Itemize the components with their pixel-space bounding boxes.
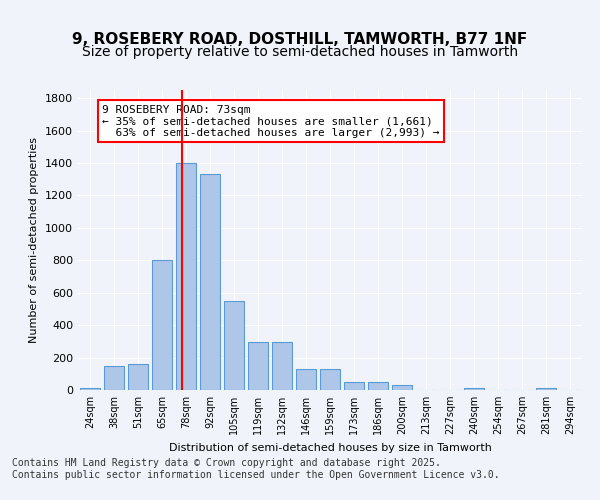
Bar (296, 369, 316, 390)
Bar (272, 342, 292, 390)
Bar (392, 385, 412, 390)
Bar (128, 364, 148, 390)
Bar (224, 301, 244, 390)
Bar (80, 388, 100, 390)
Text: 9, ROSEBERY ROAD, DOSTHILL, TAMWORTH, B77 1NF: 9, ROSEBERY ROAD, DOSTHILL, TAMWORTH, B7… (73, 32, 527, 48)
Y-axis label: Number of semi-detached properties: Number of semi-detached properties (29, 137, 40, 343)
Bar (464, 388, 484, 390)
Bar (152, 260, 172, 390)
Bar (104, 366, 124, 390)
Text: Size of property relative to semi-detached houses in Tamworth: Size of property relative to semi-detach… (82, 45, 518, 59)
Bar (200, 174, 220, 390)
Bar (320, 369, 340, 390)
Bar (248, 342, 268, 390)
Text: 9 ROSEBERY ROAD: 73sqm
← 35% of semi-detached houses are smaller (1,661)
  63% o: 9 ROSEBERY ROAD: 73sqm ← 35% of semi-det… (102, 104, 439, 138)
Text: Contains HM Land Registry data © Crown copyright and database right 2025.
Contai: Contains HM Land Registry data © Crown c… (12, 458, 500, 480)
Bar (176, 163, 196, 390)
X-axis label: Distribution of semi-detached houses by size in Tamworth: Distribution of semi-detached houses by … (169, 442, 491, 452)
Bar (368, 382, 388, 390)
Bar (344, 382, 364, 390)
Bar (536, 388, 556, 390)
